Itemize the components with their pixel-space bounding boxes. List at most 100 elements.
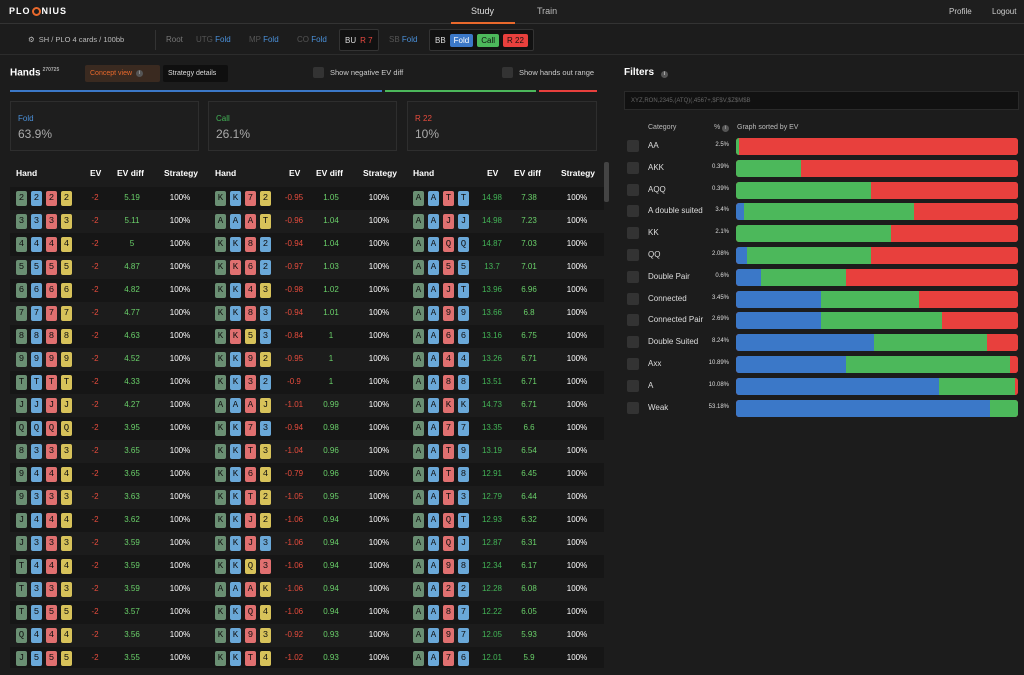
filter-row[interactable]: Double Pair 0.6% — [624, 266, 1019, 288]
tab-train[interactable]: Train — [537, 6, 558, 16]
breadcrumb-co[interactable]: CO Fold — [297, 35, 327, 44]
filter-row[interactable]: Double Suited 8.24% — [624, 331, 1019, 353]
ev-diff-value: 3.59 — [124, 584, 140, 593]
playing-card: 5 — [46, 260, 57, 275]
filter-checkbox[interactable] — [627, 401, 639, 414]
breadcrumb-root[interactable]: Root — [166, 35, 183, 44]
filter-checkbox[interactable] — [627, 205, 639, 218]
strategy-details-button[interactable]: Strategy details — [163, 65, 228, 82]
checkbox[interactable] — [313, 67, 324, 78]
breadcrumb-sb[interactable]: SB Fold — [389, 35, 417, 44]
show-negative-ev-toggle[interactable]: Show negative EV diff — [313, 67, 403, 78]
playing-card: Q — [16, 421, 27, 436]
logo[interactable]: PLO NIUS — [9, 6, 67, 16]
ev-value: -2 — [91, 653, 99, 662]
ev-diff-value: 1 — [328, 354, 334, 363]
tab-study[interactable]: Study — [471, 6, 495, 16]
playing-card: J — [16, 536, 27, 551]
filter-search-input[interactable]: XYZ,RON,2345,(ATQ)(,4567+,$F$V,$Z$M$B — [624, 91, 1019, 110]
checkbox-label: Show negative EV diff — [330, 68, 404, 77]
ev-diff-value: 6.31 — [521, 538, 537, 547]
ev-value: -0.92 — [284, 630, 304, 639]
summary-label: Fold — [18, 114, 34, 123]
table-row — [10, 210, 604, 233]
table-row — [10, 532, 604, 555]
filter-row[interactable]: AKK 0.39% — [624, 157, 1019, 179]
filter-strategy-graph — [736, 356, 1018, 373]
concept-view-button[interactable]: Concept view i — [85, 65, 160, 82]
filter-row[interactable]: A double suited 3.4% — [624, 200, 1019, 222]
filter-checkbox[interactable] — [627, 270, 639, 283]
playing-card: K — [215, 421, 226, 436]
filter-row[interactable]: AQQ 0.39% — [624, 179, 1019, 201]
filter-checkbox[interactable] — [627, 183, 639, 196]
breadcrumb-mp[interactable]: MP Fold — [249, 35, 279, 44]
filter-row[interactable]: AA 2.5% — [624, 135, 1019, 157]
breadcrumb-utg[interactable]: UTG Fold — [196, 35, 231, 44]
filter-checkbox[interactable] — [627, 227, 639, 240]
filter-checkbox[interactable] — [627, 358, 639, 370]
ev-value: 12.05 — [481, 630, 503, 639]
action-call-button[interactable]: Call — [477, 33, 500, 47]
playing-card: K — [443, 398, 454, 413]
playing-card: T — [443, 191, 454, 206]
playing-card: 4 — [31, 513, 42, 528]
table-row — [10, 555, 604, 578]
ev-value: -0.94 — [284, 239, 304, 248]
strategy-value: 100% — [566, 308, 588, 317]
ev-diff-value: 0.94 — [323, 538, 339, 547]
checkbox[interactable] — [502, 67, 513, 78]
filter-row[interactable]: Connected 3.45% — [624, 288, 1019, 310]
ev-value: -1.06 — [284, 607, 304, 616]
filter-checkbox[interactable] — [627, 292, 639, 305]
filter-row[interactable]: Axx 10.89% — [624, 353, 1019, 375]
show-out-range-toggle[interactable]: Show hands out range — [502, 67, 594, 78]
filter-row[interactable]: Weak 53.18% — [624, 397, 1019, 419]
column-header: EV — [90, 168, 102, 178]
playing-card: T — [16, 375, 27, 390]
playing-card: 7 — [458, 421, 469, 436]
action-raise-button[interactable]: R 22 — [503, 33, 528, 47]
ev-value: -1.02 — [284, 653, 304, 662]
playing-card: Q — [245, 559, 256, 574]
playing-card: K — [215, 536, 226, 551]
filter-row[interactable]: QQ 2.08% — [624, 244, 1019, 266]
filter-checkbox[interactable] — [627, 336, 639, 349]
action-fold-button[interactable]: Fold — [449, 33, 474, 47]
filter-checkbox[interactable] — [627, 161, 639, 174]
filter-row[interactable]: KK 2.1% — [624, 222, 1019, 244]
playing-card: A — [428, 191, 439, 206]
playing-card: 6 — [443, 329, 454, 344]
ev-diff-value: 4.33 — [124, 377, 140, 386]
table-scrollbar[interactable] — [604, 162, 609, 202]
ev-diff-value: 0.96 — [323, 469, 339, 478]
filter-strategy-graph — [736, 268, 1018, 286]
playing-card: J — [443, 283, 454, 298]
logout-link[interactable]: Logout — [992, 7, 1017, 16]
filter-checkbox[interactable] — [627, 379, 639, 392]
summary-fold[interactable]: Fold 63.9% — [10, 101, 199, 151]
filter-checkbox[interactable] — [627, 140, 639, 152]
playing-card: A — [428, 260, 439, 275]
ev-diff-value: 5.9 — [523, 653, 535, 662]
strategy-value: 100% — [368, 423, 390, 432]
filter-category-name: Connected Pair — [648, 315, 704, 325]
summary-call[interactable]: Call 26.1% — [208, 101, 397, 151]
ev-value: 14.98 — [481, 193, 503, 202]
breadcrumb-bu[interactable]: BU R 7 — [339, 29, 379, 51]
game-settings[interactable]: ⚙ SH / PLO 4 cards / 100bb — [28, 35, 124, 44]
filter-row[interactable]: Connected Pair 2.69% — [624, 309, 1019, 331]
playing-card: 4 — [46, 237, 57, 252]
table-row — [10, 624, 604, 647]
filter-strategy-graph — [736, 159, 1018, 177]
graph-segment-fold — [736, 268, 762, 286]
filter-checkbox[interactable] — [627, 249, 639, 261]
filter-checkbox[interactable] — [627, 314, 639, 327]
profile-link[interactable]: Profile — [949, 7, 972, 16]
playing-card: A — [413, 582, 424, 597]
ev-diff-value: 6.96 — [521, 285, 537, 294]
filter-row[interactable]: A 10.08% — [624, 375, 1019, 397]
ev-value: 13.26 — [481, 354, 503, 363]
summary-raise[interactable]: R 22 10% — [407, 101, 597, 151]
ev-diff-value: 6.44 — [521, 492, 537, 501]
